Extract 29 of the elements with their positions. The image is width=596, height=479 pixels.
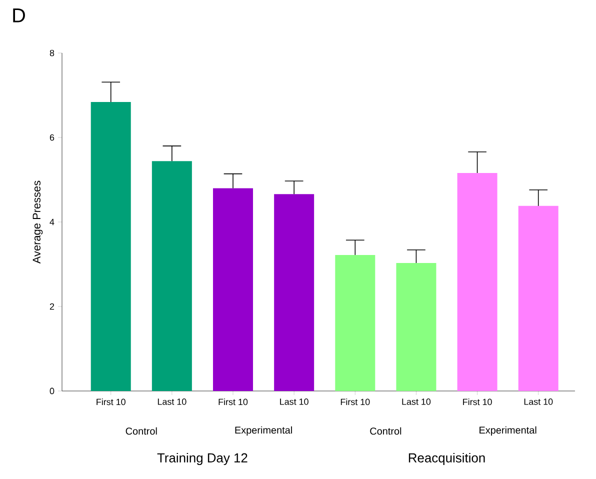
x-tick-label: First 10 bbox=[463, 398, 492, 406]
x-tick-label: First 10 bbox=[340, 398, 370, 406]
bar bbox=[457, 172, 498, 391]
bar bbox=[213, 188, 254, 391]
bar bbox=[152, 161, 192, 391]
bar bbox=[335, 254, 376, 391]
text: Control bbox=[126, 427, 157, 435]
y-tick-label: 2 bbox=[50, 303, 54, 310]
y-axis-title: Average Presses bbox=[32, 180, 43, 264]
x-tick-label: First 10 bbox=[218, 398, 248, 406]
y-tick-label: 4 bbox=[50, 218, 54, 226]
bar bbox=[90, 102, 131, 391]
text: Experimental bbox=[235, 426, 292, 436]
y-tick-label: 8 bbox=[50, 50, 54, 56]
x-tick-label: Last 10 bbox=[158, 398, 186, 405]
text: Control bbox=[370, 427, 402, 435]
bar bbox=[396, 262, 436, 391]
bar bbox=[274, 194, 314, 391]
chart-title: D bbox=[13, 8, 25, 22]
y-tick-label: 6 bbox=[50, 134, 54, 141]
x-tick-label: Last 10 bbox=[524, 398, 553, 405]
text: Experimental bbox=[480, 426, 536, 436]
text: Reacquisition bbox=[408, 452, 485, 466]
x-tick-label: First 10 bbox=[96, 398, 126, 406]
x-tick-label: Last 10 bbox=[402, 398, 431, 405]
y-tick-label: 0 bbox=[50, 388, 54, 394]
bar bbox=[518, 206, 558, 391]
x-tick-label: Last 10 bbox=[280, 398, 308, 405]
text: Training Day 12 bbox=[157, 452, 248, 466]
